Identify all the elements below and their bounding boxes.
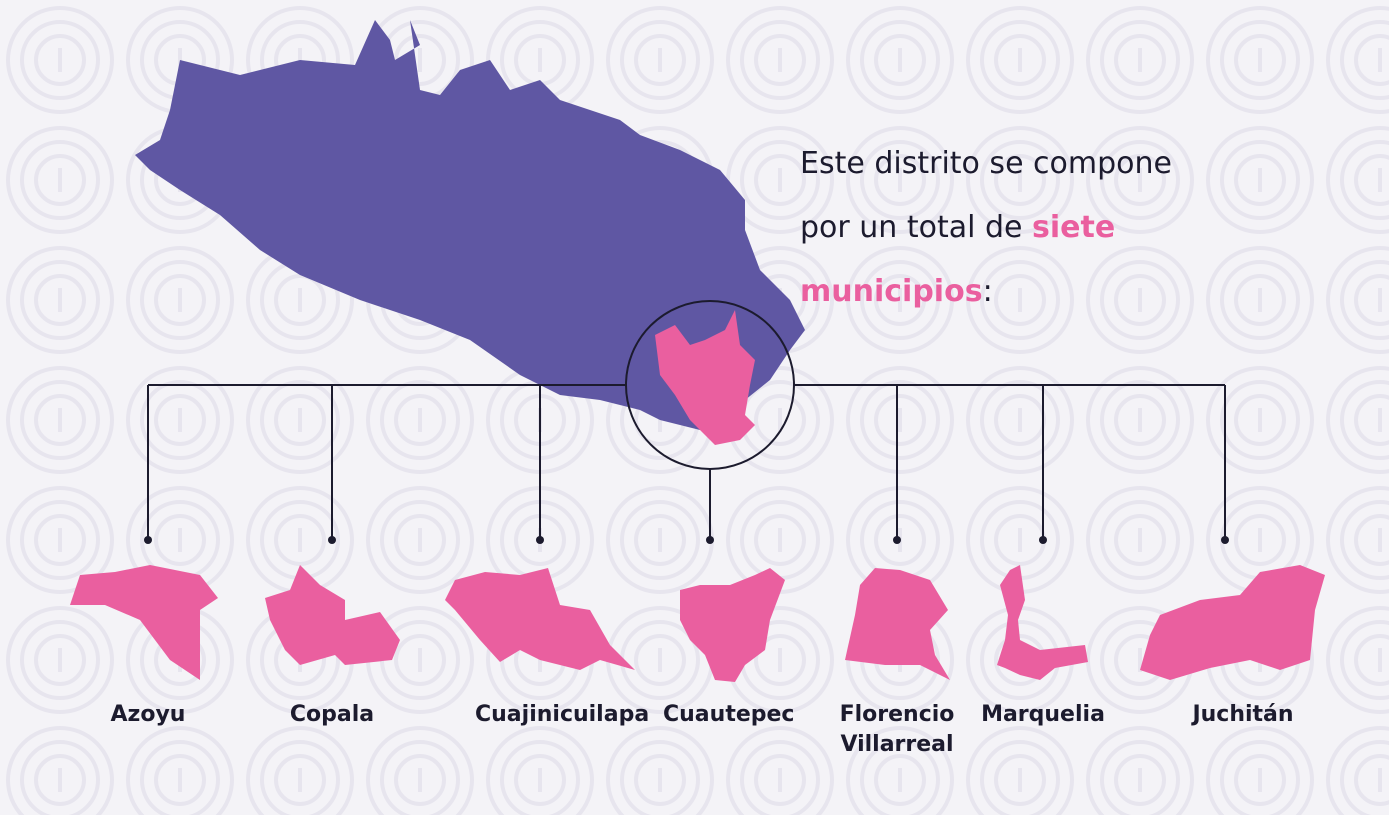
municipality-label: Copala — [289, 702, 375, 727]
municipality-label: Marquelia — [981, 702, 1105, 727]
heading-text: Este distrito se compone por un total de — [800, 146, 1172, 245]
municipality-label: Florencio Villarreal — [839, 702, 955, 757]
heading-highlight: siete municipios — [800, 210, 1116, 309]
municipality-label: Cuajinicuilapa — [475, 702, 650, 727]
municipality-label: Azoyu — [110, 702, 186, 727]
municipality-shapes — [70, 565, 1325, 682]
heading-punctuation: : — [982, 274, 993, 309]
municipality-label: Juchitán — [1192, 702, 1294, 727]
connector-dots — [144, 536, 1229, 544]
connectors — [147, 384, 1226, 540]
municipality-label: Cuautepec — [663, 702, 795, 727]
heading: Este distrito se compone por un total de… — [800, 132, 1220, 324]
state-map — [135, 20, 805, 430]
district-highlight — [655, 310, 755, 445]
